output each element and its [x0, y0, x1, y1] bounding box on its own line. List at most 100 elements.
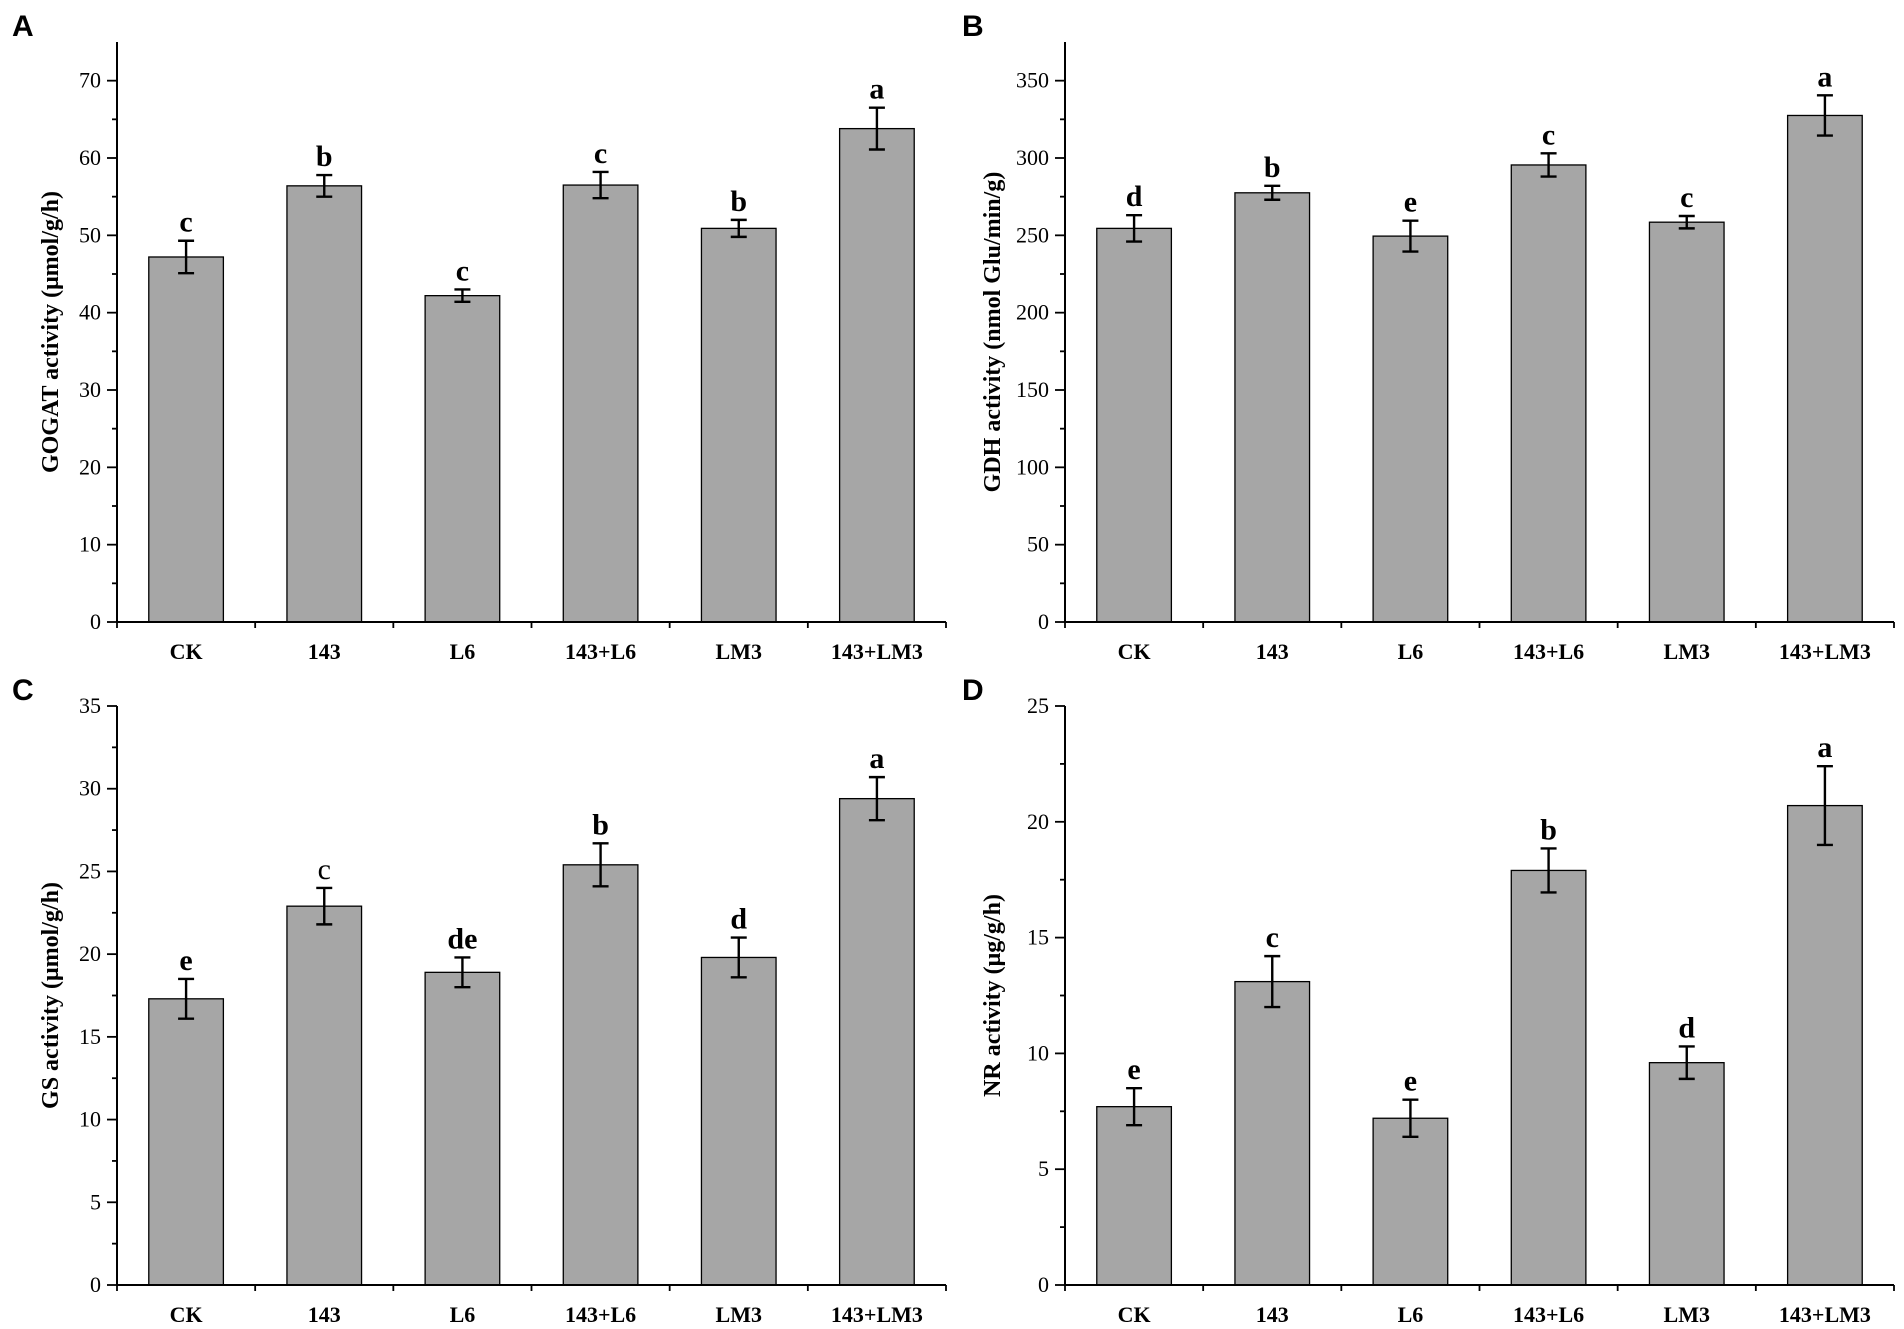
significance-label: c [1266, 921, 1279, 954]
y-tick-label: 50 [79, 222, 101, 247]
chart-panel-d: De CK c 143 e L6 b 143+L6 d LM3 a 143+LM3 0 5 10 15 20 25… [962, 674, 1895, 1327]
error-bar [868, 106, 885, 151]
x-tick-label: CK [1118, 639, 1151, 664]
significance-label: de [447, 922, 477, 955]
significance-label: e [1404, 1065, 1417, 1098]
error-bar [178, 239, 195, 275]
bar-143 [1234, 192, 1311, 623]
x-tick-label: 143+LM3 [831, 1302, 923, 1327]
error-bar [316, 886, 333, 926]
x-tick-label: LM3 [716, 1302, 762, 1327]
error-bar [454, 956, 471, 989]
x-tick-label: L6 [1398, 639, 1424, 664]
y-tick-label: 10 [79, 1107, 101, 1132]
error-bar [592, 170, 609, 200]
y-axis-title: GDH activity (nmol Glu/min/g) [980, 172, 1006, 493]
bar-l6 [424, 295, 501, 623]
bar-143-plus-l6 [1510, 164, 1587, 623]
significance-label: b [316, 140, 333, 173]
error-bar [1540, 152, 1557, 178]
y-tick-label: 15 [79, 1024, 101, 1049]
error-bar [1402, 219, 1419, 253]
y-tick-label: 5 [90, 1189, 101, 1214]
y-tick-label: 25 [79, 858, 101, 883]
y-tick-label: 150 [1016, 377, 1049, 402]
bar-143 [1234, 980, 1311, 1286]
x-tick-label: CK [1118, 1302, 1151, 1327]
significance-label: b [592, 808, 609, 841]
y-tick-label: 250 [1016, 222, 1049, 247]
error-bar [1264, 184, 1281, 201]
error-bar [1402, 1098, 1419, 1138]
bar-143-plus-lm3 [838, 797, 915, 1286]
x-tick-label: CK [170, 1302, 203, 1327]
error-bar [730, 936, 747, 979]
y-axis-title: NR activity (μg/g/h) [980, 894, 1006, 1097]
y-tick-label: 20 [79, 454, 101, 479]
bar-143-plus-l6 [562, 864, 639, 1286]
y-tick-label: 40 [79, 300, 101, 325]
x-tick-label: CK [170, 639, 203, 664]
y-tick-label: 15 [1027, 925, 1049, 950]
y-tick-label: 10 [1027, 1040, 1049, 1065]
y-axis-title: GOGAT activity (μmol/g/h) [38, 191, 64, 473]
bar-143-plus-lm3 [838, 127, 915, 623]
error-bar [730, 218, 747, 239]
error-bar [1678, 1045, 1695, 1081]
y-tick-label: 50 [1027, 532, 1049, 557]
significance-label: e [1127, 1053, 1140, 1086]
significance-label: a [869, 73, 884, 106]
bar-l6 [424, 971, 501, 1286]
y-tick-label: 35 [79, 693, 101, 718]
x-tick-label: L6 [450, 1302, 476, 1327]
y-tick-label: 300 [1016, 145, 1049, 170]
y-tick-label: 200 [1016, 300, 1049, 325]
y-tick-label: 60 [79, 145, 101, 170]
y-axis-title: GS activity (μmol/g/h) [38, 882, 64, 1109]
error-bar [1678, 214, 1695, 230]
bar-ck [1096, 1106, 1173, 1286]
bar-lm3 [700, 227, 777, 623]
panel-letter: C [12, 674, 34, 707]
significance-label: c [456, 254, 469, 287]
x-tick-label: 143 [308, 639, 341, 664]
y-tick-label: 25 [1027, 693, 1049, 718]
bar-l6 [1372, 1117, 1449, 1286]
error-bar [454, 288, 471, 304]
x-tick-label: 143+L6 [1513, 1302, 1584, 1327]
x-tick-label: LM3 [716, 639, 762, 664]
bar-143-plus-lm3 [1786, 114, 1863, 623]
error-bar [1540, 847, 1557, 894]
y-tick-label: 100 [1016, 454, 1049, 479]
panel-letter: D [962, 674, 984, 707]
significance-label: d [1678, 1011, 1695, 1044]
x-tick-label: L6 [1398, 1302, 1424, 1327]
bar-143-plus-l6 [1510, 869, 1587, 1286]
significance-label: b [1540, 813, 1557, 846]
bar-143-plus-l6 [562, 184, 639, 623]
significance-label: e [1404, 186, 1417, 219]
bar-ck [1096, 227, 1173, 623]
y-tick-label: 30 [79, 377, 101, 402]
x-tick-label: 143 [1256, 1302, 1289, 1327]
bar-143 [286, 185, 363, 623]
error-bar [316, 173, 333, 198]
chart-panel-b: Bd CK b 143 e L6 c 143+L6 c LM3 a 143+LM3 0 50 100 150 2… [962, 10, 1895, 664]
panel-letter: B [962, 10, 984, 43]
y-tick-label: 10 [79, 532, 101, 557]
panel-letter: A [12, 10, 34, 43]
x-tick-label: LM3 [1664, 1302, 1710, 1327]
significance-label: e [179, 944, 192, 977]
bar-lm3 [1648, 221, 1725, 623]
y-tick-label: 0 [90, 609, 101, 634]
x-tick-label: 143 [1256, 639, 1289, 664]
significance-label: a [869, 742, 884, 775]
bar-ck [148, 256, 225, 623]
y-tick-label: 20 [1027, 809, 1049, 834]
x-tick-label: 143 [308, 1302, 341, 1327]
significance-label: b [730, 185, 747, 218]
bar-ck [148, 998, 225, 1286]
bar-lm3 [700, 956, 777, 1286]
x-tick-label: 143+L6 [1513, 639, 1584, 664]
